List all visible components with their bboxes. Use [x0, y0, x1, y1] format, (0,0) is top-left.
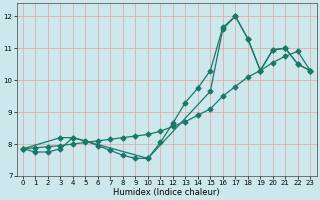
X-axis label: Humidex (Indice chaleur): Humidex (Indice chaleur) — [113, 188, 220, 197]
